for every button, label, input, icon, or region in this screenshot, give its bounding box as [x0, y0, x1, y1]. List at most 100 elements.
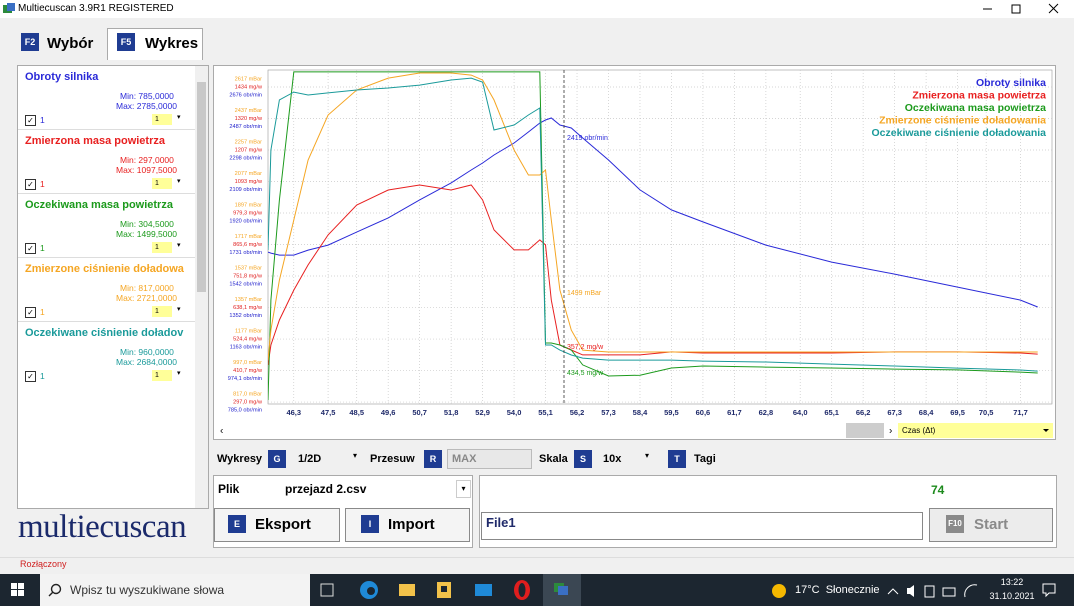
- scrollbar[interactable]: [195, 66, 208, 508]
- scroll-right[interactable]: ›: [889, 426, 892, 437]
- x-tick-label: 54,0: [507, 408, 522, 417]
- checkbox[interactable]: ✓: [25, 307, 36, 318]
- clock-time: 13:22: [1000, 577, 1024, 587]
- status-bar: [0, 557, 1074, 574]
- checkbox[interactable]: ✓: [25, 243, 36, 254]
- annotation: 434,5 mg/w: [567, 370, 604, 377]
- x-tick-label: 49,6: [381, 408, 396, 417]
- select[interactable]: 1: [152, 178, 172, 189]
- checkbox-label: 1: [40, 115, 45, 125]
- counter: 74: [931, 483, 945, 497]
- search-placeholder[interactable]: Wpisz tu wyszukiwane słowa: [70, 583, 225, 597]
- y-tick-label: 997,0 mBar: [233, 360, 262, 366]
- dropdown-arrow[interactable]: ▾: [177, 306, 181, 313]
- dropdown-arrow[interactable]: ▾: [177, 178, 181, 185]
- select-value[interactable]: 10x: [603, 453, 622, 465]
- h-scrollbar[interactable]: ‹ › Czas (Δt): [220, 423, 1053, 438]
- toggle[interactable]: Tagi: [694, 453, 716, 465]
- arrow: ▾: [645, 451, 650, 460]
- y-tick-label: 1163 obr/min: [230, 345, 262, 351]
- item-min: Min: 297,0000: [120, 155, 174, 165]
- series-line: [268, 72, 1038, 361]
- title-bar: Multiecuscan 3.9R1 REGISTERED: [0, 0, 1074, 18]
- legend-entry[interactable]: Zmierzona masa powietrza: [912, 89, 1046, 101]
- label: Plik: [218, 482, 240, 496]
- name-input[interactable]: [481, 512, 923, 540]
- start-icon[interactable]: [11, 583, 25, 597]
- y-tick-label: 1537 mBar: [235, 266, 262, 272]
- y-tick-label: 974,1 obr/min: [228, 376, 262, 382]
- select[interactable]: [289, 450, 363, 468]
- item-min: Min: 304,5000: [120, 219, 174, 229]
- x-tick-label: 68,4: [919, 408, 934, 417]
- tab-label[interactable]: Wybór: [47, 35, 94, 52]
- y-tick-label: 410,7 mg/w: [233, 368, 263, 374]
- select[interactable]: 1: [152, 306, 172, 317]
- key: G: [268, 450, 286, 468]
- dropdown-arrow[interactable]: ▾: [177, 242, 181, 249]
- checkbox-label: 1: [40, 371, 45, 381]
- y-tick-label: 524,4 mg/w: [233, 337, 263, 343]
- x-tick-label: 52,9: [475, 408, 490, 417]
- x-tick-label: 55,1: [538, 408, 553, 417]
- y-tick-label: 2617 mBar: [235, 76, 262, 82]
- y-tick-label: 1920 obr/min: [229, 218, 262, 224]
- status: Rozłączony: [20, 559, 67, 569]
- x-tick-label: 58,4: [633, 408, 648, 417]
- series-line: [268, 184, 1038, 365]
- checkbox[interactable]: ✓: [25, 115, 36, 126]
- legend-entry[interactable]: Oczekiwana masa powietrza: [905, 102, 1046, 114]
- annotation: 2419 obr/min: [567, 135, 608, 142]
- select[interactable]: 1: [152, 370, 172, 381]
- legend-entry[interactable]: Zmierzone ciśnienie doładowania: [879, 115, 1046, 127]
- button-label[interactable]: Eksport: [255, 516, 311, 533]
- file-select[interactable]: przejazd 2.csv: [285, 482, 367, 496]
- key: T: [668, 450, 686, 468]
- clock-date: 31.10.2021: [989, 591, 1035, 601]
- separator: [18, 321, 195, 322]
- y-tick-label: 1897 mBar: [235, 203, 262, 209]
- button-label[interactable]: Start: [974, 516, 1009, 533]
- y-tick-label: 2109 obr/min: [229, 187, 262, 193]
- weather: 17°C Słonecznie: [795, 584, 880, 596]
- x-tick-label: 50,7: [412, 408, 427, 417]
- separator: [18, 257, 195, 258]
- series-line: [268, 71, 1038, 401]
- x-tick-label: 57,3: [601, 408, 616, 417]
- y-tick-label: 1542 obr/min: [229, 281, 262, 287]
- dropdown-arrow[interactable]: ▾: [177, 370, 181, 377]
- button-label[interactable]: Import: [388, 516, 435, 533]
- legend-entry[interactable]: Obroty silnika: [976, 77, 1046, 89]
- item-name: Zmierzone ciśnienie doładowa: [25, 263, 184, 275]
- y-tick-label: 2257 mBar: [235, 139, 262, 145]
- item-name: Oczekiwana masa powietrza: [25, 199, 173, 211]
- notifications[interactable]: [1041, 582, 1057, 598]
- dropdown[interactable]: ▾: [456, 480, 471, 498]
- item-max: Max: 2785,0000: [116, 101, 177, 111]
- checkbox[interactable]: ✓: [25, 371, 36, 382]
- select-value[interactable]: 1/2D: [298, 453, 322, 465]
- search-box[interactable]: [40, 574, 310, 606]
- y-tick-label: 2437 mBar: [235, 108, 262, 114]
- checkbox[interactable]: ✓: [25, 179, 36, 190]
- scroll-left[interactable]: ‹: [220, 426, 223, 437]
- select[interactable]: 1: [152, 114, 172, 125]
- key: S: [574, 450, 592, 468]
- taskbar-apps[interactable]: [315, 574, 590, 606]
- select: [447, 449, 532, 469]
- dropdown-arrow[interactable]: ▾: [177, 114, 181, 121]
- checkbox-label: 1: [40, 179, 45, 189]
- item-name: Oczekiwane ciśnienie doładov: [25, 327, 184, 339]
- select[interactable]: 1: [152, 242, 172, 253]
- x-tick-label: 47,5: [321, 408, 336, 417]
- tab-label[interactable]: Wykres: [145, 35, 199, 52]
- legend-entry[interactable]: Oczekiwane ciśnienie doładowania: [872, 127, 1047, 139]
- label: Wykresy: [217, 453, 263, 465]
- input-value[interactable]: File1: [486, 515, 516, 530]
- window-controls[interactable]: [975, 0, 1074, 18]
- tray-icons[interactable]: [885, 582, 985, 600]
- x-tick-label: 59,5: [664, 408, 679, 417]
- label: Przesuw: [370, 453, 415, 465]
- item-min: Min: 785,0000: [120, 91, 174, 101]
- scroll-field[interactable]: Czas (Δt): [902, 426, 936, 435]
